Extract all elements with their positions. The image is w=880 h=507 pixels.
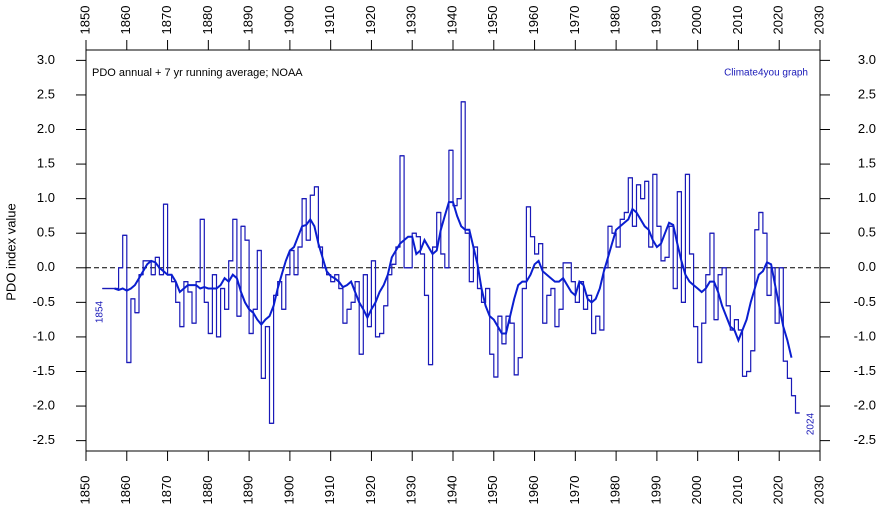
x-tick-label: 1950 bbox=[485, 476, 500, 505]
chart-subtitle: Climate4you graph bbox=[724, 68, 808, 79]
x-tick-label-top: 1890 bbox=[241, 6, 256, 35]
running-average-line bbox=[114, 201, 793, 358]
x-tick-label: 1990 bbox=[648, 476, 663, 505]
x-tick-label-top: 2030 bbox=[811, 6, 826, 35]
x-tick-label-top: 1960 bbox=[526, 6, 541, 35]
x-tick-label-top: 1880 bbox=[200, 6, 215, 35]
y2-tick-label: 1.0 bbox=[858, 190, 876, 205]
x-tick-label-top: 1860 bbox=[118, 6, 133, 35]
y2-tick-label: -1.0 bbox=[854, 328, 876, 343]
y2-tick-label: 0.5 bbox=[858, 225, 876, 240]
y-axis-label: PDO index value bbox=[3, 203, 18, 301]
y-tick-label: 3.0 bbox=[37, 52, 55, 67]
x-tick-label-top: 1920 bbox=[363, 6, 378, 35]
x-tick-label-top: 1870 bbox=[159, 6, 174, 35]
annotation: 2024 bbox=[806, 412, 817, 435]
y2-tick-label: -2.0 bbox=[854, 397, 876, 412]
x-tick-label: 1940 bbox=[444, 476, 459, 505]
x-tick-label: 1880 bbox=[200, 476, 215, 505]
x-tick-label: 1960 bbox=[526, 476, 541, 505]
x-tick-label: 1910 bbox=[322, 476, 337, 505]
y2-tick-label: 1.5 bbox=[858, 156, 876, 171]
x-tick-label: 1900 bbox=[281, 476, 296, 505]
x-tick-label: 2010 bbox=[730, 476, 745, 505]
y-tick-label: -2.5 bbox=[33, 432, 55, 447]
x-tick-label-top: 1990 bbox=[648, 6, 663, 35]
y-tick-label: -2.0 bbox=[33, 397, 55, 412]
y-tick-label: 0.0 bbox=[37, 259, 55, 274]
y2-tick-label: 2.0 bbox=[858, 121, 876, 136]
y-tick-label: 0.5 bbox=[37, 225, 55, 240]
y2-tick-label: -1.5 bbox=[854, 363, 876, 378]
y-tick-label: 1.5 bbox=[37, 156, 55, 171]
x-tick-label-top: 2010 bbox=[730, 6, 745, 35]
x-tick-label-top: 1970 bbox=[567, 6, 582, 35]
y-tick-label: 1.0 bbox=[37, 190, 55, 205]
x-tick-label-top: 1900 bbox=[281, 6, 296, 35]
x-tick-label: 2000 bbox=[689, 476, 704, 505]
x-tick-label: 1850 bbox=[77, 476, 92, 505]
x-tick-label: 1970 bbox=[567, 476, 582, 505]
x-tick-label-top: 1950 bbox=[485, 6, 500, 35]
x-tick-label-top: 2000 bbox=[689, 6, 704, 35]
x-tick-label: 1870 bbox=[159, 476, 174, 505]
x-tick-label: 1980 bbox=[608, 476, 623, 505]
x-tick-label: 1890 bbox=[241, 476, 256, 505]
y-tick-label: 2.5 bbox=[37, 86, 55, 101]
y2-tick-label: -2.5 bbox=[854, 432, 876, 447]
x-tick-label-top: 1940 bbox=[444, 6, 459, 35]
y2-tick-label: 3.0 bbox=[858, 52, 876, 67]
y2-tick-label: -0.5 bbox=[854, 294, 876, 309]
x-tick-label-top: 1930 bbox=[404, 6, 419, 35]
x-tick-label-top: 1980 bbox=[608, 6, 623, 35]
chart-title: PDO annual + 7 yr running average; NOAA bbox=[92, 67, 303, 79]
x-tick-label: 1920 bbox=[363, 476, 378, 505]
x-tick-label-top: 1910 bbox=[322, 6, 337, 35]
y-tick-label: -0.5 bbox=[33, 294, 55, 309]
x-tick-label: 1930 bbox=[404, 476, 419, 505]
y-tick-label: -1.5 bbox=[33, 363, 55, 378]
y-tick-label: -1.0 bbox=[33, 328, 55, 343]
x-tick-label: 2020 bbox=[771, 476, 786, 505]
y2-tick-label: 0.0 bbox=[858, 259, 876, 274]
x-tick-label: 1860 bbox=[118, 476, 133, 505]
x-tick-label-top: 2020 bbox=[771, 6, 786, 35]
x-tick-label: 2030 bbox=[811, 476, 826, 505]
y-tick-label: 2.0 bbox=[37, 121, 55, 136]
annotation: 1854 bbox=[95, 300, 106, 323]
y2-tick-label: 2.5 bbox=[858, 86, 876, 101]
x-tick-label-top: 1850 bbox=[77, 6, 92, 35]
